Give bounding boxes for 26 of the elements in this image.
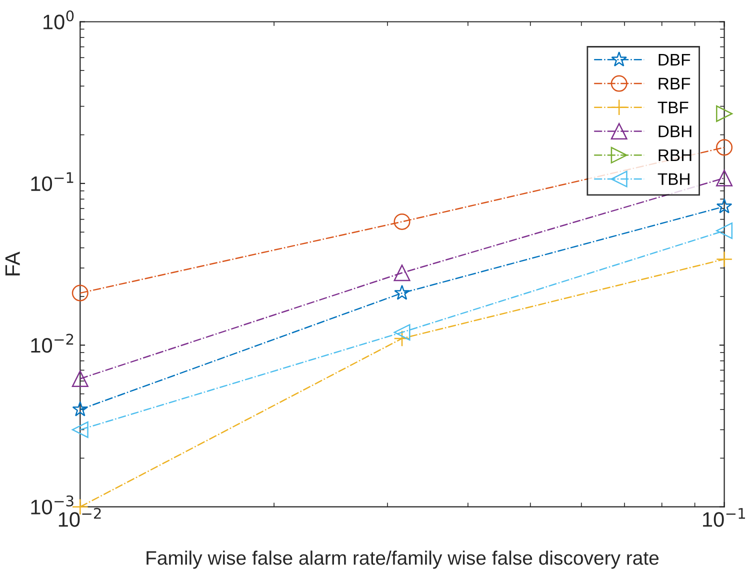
point: [72, 421, 88, 438]
point: [394, 324, 410, 341]
legend-label: DBF: [658, 54, 690, 66]
point: [394, 213, 410, 230]
legend-label: DBH: [658, 126, 692, 138]
legend-label: TBF: [658, 102, 688, 114]
point: [716, 105, 733, 122]
point: [394, 284, 410, 300]
y-tick-label: 10$^{0}$: [44, 10, 74, 30]
point: [394, 264, 410, 282]
y-tick-label: 10$^{−2}$: [31, 334, 74, 353]
point: [716, 198, 732, 214]
point: [716, 139, 733, 156]
point: [72, 401, 88, 416]
point: [716, 170, 733, 186]
point: [716, 250, 733, 268]
legend-label: RBF: [658, 78, 690, 90]
point: [72, 370, 88, 387]
y-axis-title: FA: [5, 252, 20, 276]
y-tick-label: 10$^{−1}$: [31, 172, 74, 192]
point: [394, 330, 410, 347]
point: [716, 222, 733, 240]
x-axis-title: Family wise false alarm rate/family wise false discovery rate: [146, 550, 659, 569]
legend-label: TBH: [658, 173, 690, 185]
legend-label: RBH: [658, 150, 692, 161]
point: [72, 284, 88, 302]
